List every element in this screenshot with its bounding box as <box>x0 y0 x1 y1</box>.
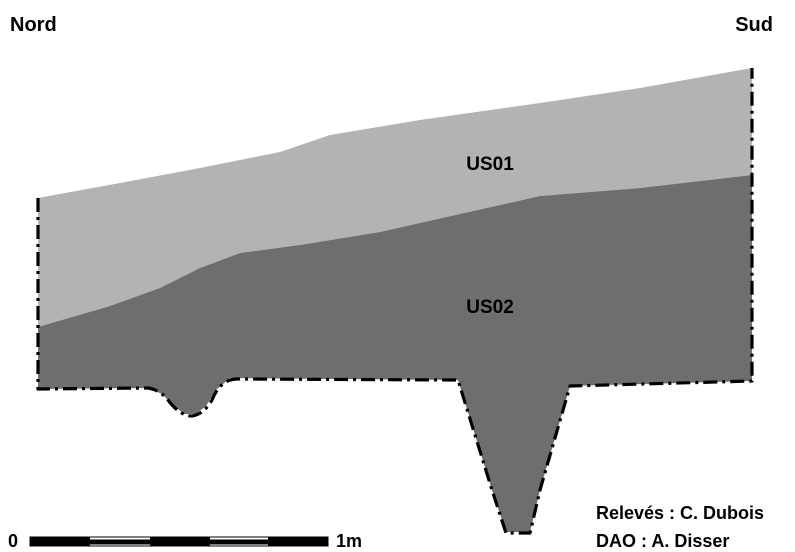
scale-bar-segment <box>150 537 210 546</box>
credit-dao: DAO : A. Disser <box>596 531 729 551</box>
scale-bar <box>29 536 329 547</box>
layer-us01-label: US01 <box>466 154 514 175</box>
layer-us02 <box>38 175 752 532</box>
section-boundary <box>36 68 754 535</box>
layer-us02-label: US02 <box>466 297 514 318</box>
scale-start-label: 0 <box>8 531 18 551</box>
scale-end-label: 1m <box>336 531 362 551</box>
scale-bar-segment <box>30 537 90 546</box>
scale-bar-segment <box>268 537 328 546</box>
credit-releves: Relevés : C. Dubois <box>596 503 764 523</box>
orientation-south-label: Sud <box>735 14 773 36</box>
layer-us01 <box>38 68 752 327</box>
orientation-north-label: Nord <box>10 14 57 36</box>
